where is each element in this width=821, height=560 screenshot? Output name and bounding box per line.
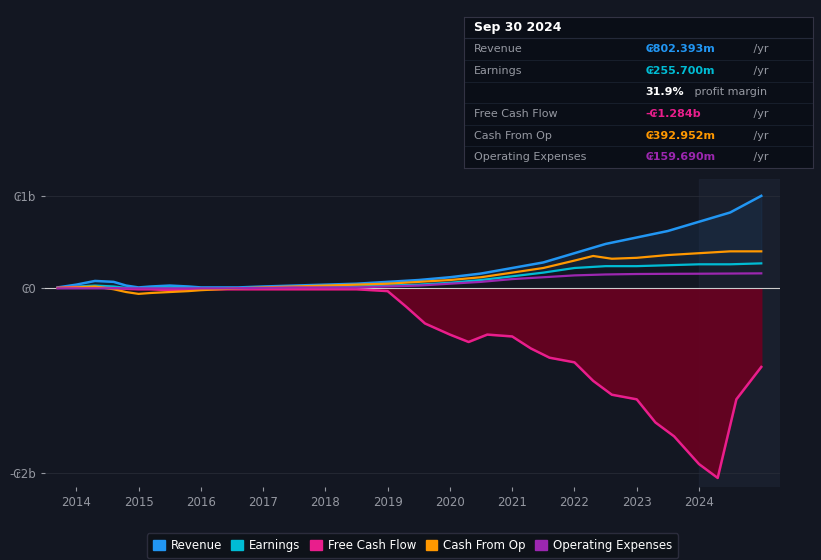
Legend: Revenue, Earnings, Free Cash Flow, Cash From Op, Operating Expenses: Revenue, Earnings, Free Cash Flow, Cash … xyxy=(147,534,678,558)
Text: ₢159.690m: ₢159.690m xyxy=(645,152,715,162)
Text: Sep 30 2024: Sep 30 2024 xyxy=(475,21,562,34)
Text: /yr: /yr xyxy=(750,66,768,76)
Text: /yr: /yr xyxy=(750,109,768,119)
Bar xyxy=(699,179,780,487)
Text: ₢255.700m: ₢255.700m xyxy=(645,66,715,76)
Text: /yr: /yr xyxy=(750,152,768,162)
Text: Operating Expenses: Operating Expenses xyxy=(475,152,587,162)
Text: profit margin: profit margin xyxy=(690,87,767,97)
Text: /yr: /yr xyxy=(750,44,768,54)
Text: Free Cash Flow: Free Cash Flow xyxy=(475,109,558,119)
Text: ₢392.952m: ₢392.952m xyxy=(645,130,715,141)
Text: /yr: /yr xyxy=(750,130,768,141)
Text: -₢1.284b: -₢1.284b xyxy=(645,109,701,119)
Text: Cash From Op: Cash From Op xyxy=(475,130,553,141)
Text: ₢802.393m: ₢802.393m xyxy=(645,44,715,54)
Text: Revenue: Revenue xyxy=(475,44,523,54)
Text: 31.9%: 31.9% xyxy=(645,87,684,97)
Text: Earnings: Earnings xyxy=(475,66,523,76)
